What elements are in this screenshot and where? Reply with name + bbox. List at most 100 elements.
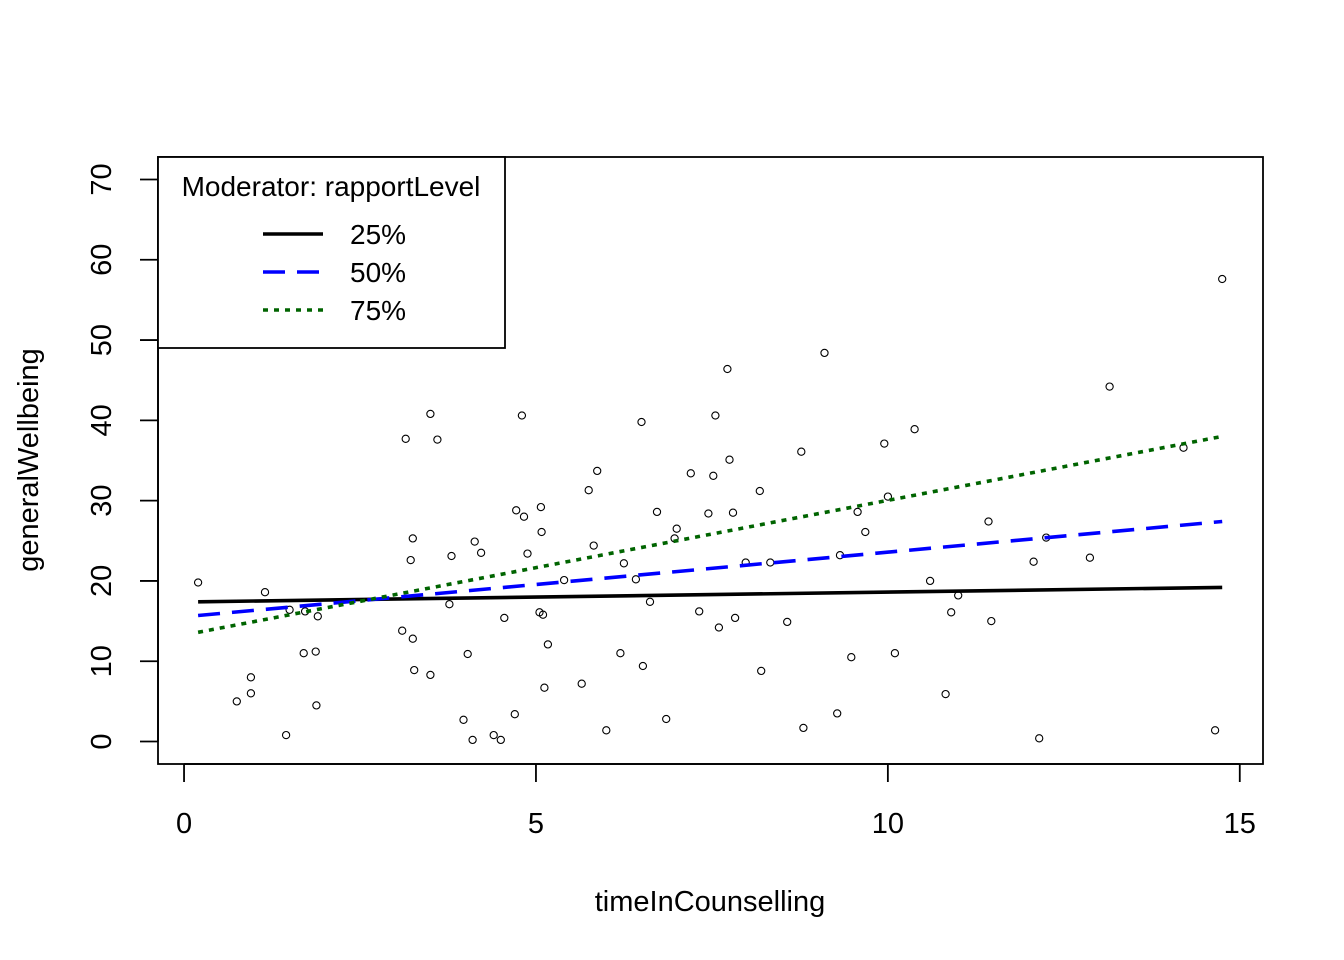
data-point (1035, 734, 1044, 743)
data-point (299, 649, 308, 658)
data-point (925, 576, 935, 586)
data-point (730, 613, 740, 623)
data-point (1085, 553, 1095, 562)
data-point (311, 647, 320, 656)
data-point (523, 549, 532, 558)
y-tick-label: 0 (86, 733, 118, 749)
data-point (1029, 557, 1038, 566)
data-point (470, 537, 479, 546)
data-point (619, 559, 629, 568)
y-tick-label: 50 (86, 324, 118, 356)
data-point (847, 653, 856, 662)
data-point (489, 730, 498, 740)
data-point (476, 548, 486, 557)
data-point (799, 723, 808, 733)
data-point (853, 507, 862, 517)
data-point (426, 670, 435, 680)
legend-label-3: 75% (350, 295, 406, 326)
y-tick-label: 60 (86, 244, 118, 276)
data-point (910, 425, 919, 434)
data-point (861, 527, 870, 537)
data-point (536, 502, 546, 512)
data-point (500, 613, 509, 623)
data-point (987, 616, 996, 626)
data-point (883, 492, 893, 501)
legend-label-1: 25% (350, 219, 406, 250)
data-point (538, 610, 548, 619)
data-point (232, 697, 241, 706)
data-point (401, 434, 410, 443)
data-point (638, 661, 648, 671)
data-point (820, 348, 829, 358)
data-point (766, 558, 775, 567)
data-point (537, 527, 546, 537)
data-point (728, 508, 738, 517)
y-axis: 0 10 20 30 40 50 60 70 (86, 163, 159, 750)
data-point (984, 517, 993, 526)
x-axis: 0 5 10 15 (176, 763, 1256, 840)
data-point (602, 726, 611, 735)
data-point (426, 409, 435, 419)
data-point (672, 524, 681, 533)
data-point (281, 730, 291, 740)
data-point (723, 364, 732, 374)
data-point (652, 507, 662, 517)
data-point (1210, 726, 1220, 735)
legend: Moderator: rapportLevel 25% 50% 75% (157, 156, 506, 349)
data-point (463, 649, 472, 659)
data-point (714, 623, 724, 632)
y-tick-label: 70 (86, 163, 118, 195)
x-axis-title: timeInCounselling (595, 886, 826, 918)
y-tick-label: 10 (86, 645, 118, 677)
data-point (433, 435, 442, 444)
data-point (880, 439, 889, 448)
data-point (285, 605, 294, 614)
data-point (519, 512, 529, 521)
y-tick-label: 30 (86, 484, 118, 516)
data-point (645, 597, 655, 606)
data-point (757, 666, 766, 676)
x-tick-label: 0 (176, 808, 192, 840)
data-point (584, 486, 593, 495)
data-point (260, 588, 270, 597)
data-point (941, 689, 950, 699)
series-line-3 (197, 434, 1223, 635)
data-point (709, 471, 718, 480)
data-point (410, 665, 419, 675)
data-point (543, 640, 553, 649)
data-point (398, 626, 407, 635)
data-point (517, 411, 527, 420)
data-point (783, 617, 792, 627)
data-point (540, 683, 549, 692)
legend-label-2: 50% (350, 257, 406, 288)
y-tick-label: 40 (86, 404, 118, 436)
data-point (833, 709, 842, 718)
data-point (468, 735, 477, 745)
data-point (890, 649, 900, 658)
data-point (312, 701, 321, 710)
data-point (593, 466, 602, 476)
data-point (577, 679, 586, 688)
data-point (797, 447, 806, 456)
x-tick-label: 15 (1224, 808, 1256, 840)
data-point (637, 417, 646, 427)
data-point (193, 578, 203, 587)
data-point (631, 575, 641, 584)
data-point (408, 634, 417, 643)
data-point (246, 689, 256, 698)
data-point (725, 455, 734, 464)
y-axis-title: generalWellbeing (13, 348, 45, 572)
data-point (246, 673, 256, 682)
data-point (313, 612, 322, 621)
data-point (755, 486, 764, 496)
data-point (408, 534, 417, 543)
data-point (662, 714, 671, 724)
data-point (1105, 382, 1114, 391)
data-point (559, 575, 569, 585)
data-point (512, 506, 521, 515)
x-tick-label: 5 (528, 808, 544, 840)
data-point (616, 649, 625, 658)
legend-box (157, 156, 506, 349)
series-line-2 (197, 519, 1223, 618)
